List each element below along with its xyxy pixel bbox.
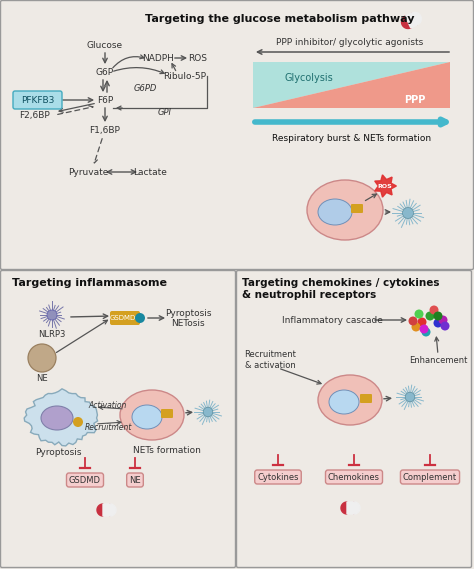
Ellipse shape [329, 390, 359, 414]
Text: Glucose: Glucose [87, 40, 123, 50]
FancyBboxPatch shape [360, 394, 372, 403]
Ellipse shape [307, 180, 383, 240]
FancyBboxPatch shape [161, 409, 173, 418]
Text: F6P: F6P [97, 96, 113, 105]
Text: PFKFB3: PFKFB3 [21, 96, 55, 105]
Text: Pyruvate: Pyruvate [68, 167, 108, 176]
Text: NADPH: NADPH [142, 53, 174, 63]
Circle shape [440, 321, 449, 331]
FancyBboxPatch shape [0, 1, 474, 270]
Circle shape [411, 323, 420, 332]
Text: Pyroptosis: Pyroptosis [165, 308, 211, 318]
Text: F1,6BP: F1,6BP [90, 126, 120, 134]
Circle shape [402, 208, 413, 218]
Ellipse shape [41, 406, 73, 430]
Circle shape [419, 324, 428, 333]
Circle shape [414, 310, 423, 319]
Circle shape [426, 311, 435, 320]
Polygon shape [347, 502, 360, 514]
Text: Lactate: Lactate [133, 167, 167, 176]
Polygon shape [24, 389, 98, 446]
Text: Complement: Complement [403, 472, 457, 481]
Text: Pyroptosis: Pyroptosis [35, 447, 81, 456]
Polygon shape [253, 62, 450, 108]
Text: PPP: PPP [404, 95, 426, 105]
Circle shape [47, 310, 57, 320]
FancyBboxPatch shape [237, 270, 472, 567]
Text: NE: NE [36, 373, 48, 382]
Text: NLRP3: NLRP3 [38, 329, 66, 339]
Text: GSDMD: GSDMD [110, 315, 136, 321]
FancyBboxPatch shape [13, 91, 62, 109]
Text: Inflammatory cascade: Inflammatory cascade [282, 315, 383, 324]
Text: Enhancement: Enhancement [409, 356, 467, 365]
Ellipse shape [132, 405, 162, 429]
Ellipse shape [120, 390, 184, 440]
Text: PPP inhibitor/ glycolytic agonists: PPP inhibitor/ glycolytic agonists [276, 38, 424, 47]
Ellipse shape [318, 375, 382, 425]
Polygon shape [341, 502, 354, 514]
Text: Respiratory burst & NETs formation: Respiratory burst & NETs formation [273, 134, 431, 142]
Circle shape [421, 328, 430, 336]
Text: Recruitment: Recruitment [84, 423, 132, 431]
Circle shape [409, 316, 418, 325]
Text: ROS: ROS [189, 53, 208, 63]
Circle shape [28, 344, 56, 372]
Circle shape [418, 318, 427, 327]
Circle shape [405, 392, 415, 402]
Circle shape [434, 319, 443, 328]
Circle shape [429, 306, 438, 315]
Text: Targeting the glucose metabolism pathway: Targeting the glucose metabolism pathway [145, 14, 414, 24]
Text: NETs formation: NETs formation [133, 446, 201, 455]
Text: Recruitment
& activation: Recruitment & activation [244, 351, 296, 370]
FancyBboxPatch shape [110, 311, 140, 325]
Text: Activation: Activation [89, 401, 127, 410]
Text: Targeting inflammasome: Targeting inflammasome [12, 278, 167, 288]
Text: Cytokines: Cytokines [257, 472, 299, 481]
Text: GPI: GPI [158, 108, 172, 117]
Text: Targeting chemokines / cytokines
& neutrophil receptors: Targeting chemokines / cytokines & neutr… [242, 278, 439, 300]
Text: F2,6BP: F2,6BP [19, 110, 50, 119]
Polygon shape [405, 13, 421, 28]
Text: G6P: G6P [96, 68, 114, 76]
Circle shape [438, 315, 447, 324]
Text: ROS: ROS [378, 183, 392, 188]
Circle shape [434, 311, 443, 320]
Polygon shape [103, 504, 116, 516]
Text: Glycolysis: Glycolysis [285, 73, 334, 83]
FancyBboxPatch shape [351, 204, 363, 213]
Circle shape [135, 313, 145, 323]
Text: Chemokines: Chemokines [328, 472, 380, 481]
Text: NE: NE [129, 476, 141, 484]
Polygon shape [97, 504, 110, 516]
Text: GSDMD: GSDMD [69, 476, 101, 484]
Circle shape [73, 417, 83, 427]
Text: NETosis: NETosis [171, 319, 205, 328]
Polygon shape [375, 175, 396, 197]
Ellipse shape [318, 199, 352, 225]
Text: G6PD: G6PD [133, 84, 157, 93]
FancyBboxPatch shape [0, 270, 236, 567]
Text: Ribulo-5P: Ribulo-5P [164, 72, 207, 80]
Polygon shape [253, 62, 450, 108]
Circle shape [203, 407, 213, 417]
Polygon shape [401, 13, 418, 28]
